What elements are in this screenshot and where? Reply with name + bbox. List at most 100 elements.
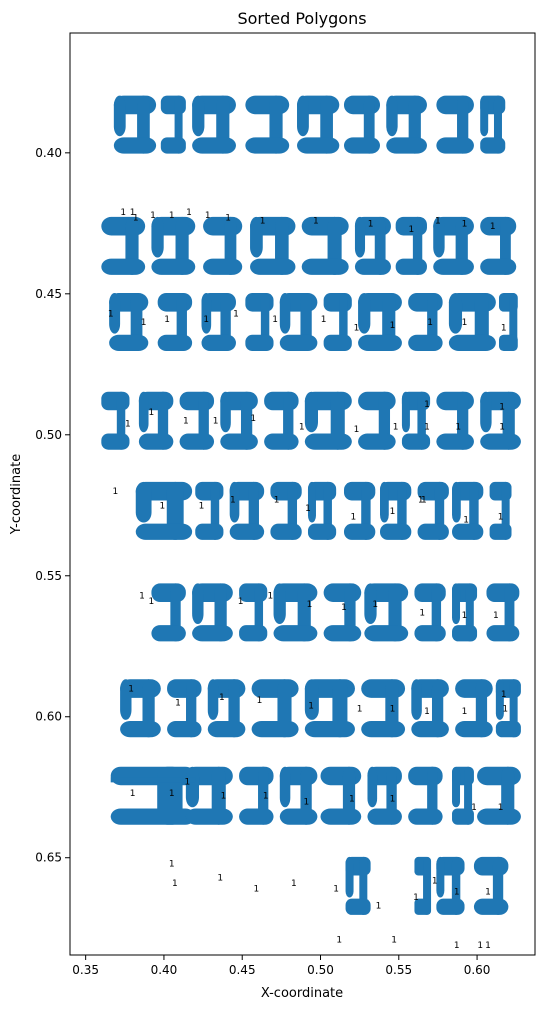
polygon-glyph [109, 293, 149, 352]
polygon-stroke [250, 216, 263, 258]
point-label: 1 [477, 941, 483, 951]
polygon-stroke [358, 293, 371, 334]
polygon-glyph [151, 583, 186, 642]
point-label: 1 [349, 795, 355, 805]
point-label: 1 [113, 487, 119, 497]
polygon-stroke [229, 523, 265, 540]
polygon-glyph [251, 679, 299, 738]
point-label: 1 [393, 422, 399, 432]
polygon-stroke [307, 481, 316, 523]
point-label: 1 [390, 507, 396, 517]
point-label: 1 [424, 707, 430, 717]
polygon-glyph [320, 766, 362, 825]
polygon-glyph [386, 95, 427, 154]
point-label: 1 [418, 496, 424, 506]
point-label: 1 [390, 795, 396, 805]
point-label: 1 [462, 707, 468, 717]
polygon-glyph [192, 583, 233, 642]
polygon-glyph [239, 583, 268, 642]
polygon-stroke [195, 523, 224, 540]
point-label: 1 [455, 422, 461, 432]
point-label: 1 [390, 704, 396, 714]
point-label: 1 [238, 597, 244, 607]
point-label: 1 [172, 879, 178, 889]
point-label: 1 [376, 902, 382, 912]
polygon-glyph [167, 679, 202, 738]
point-label: 1 [219, 693, 225, 703]
point-label: 1 [164, 315, 170, 325]
point-label: 1 [419, 608, 425, 618]
point-label: 1 [498, 803, 504, 813]
polygon-glyph [273, 583, 318, 642]
polygon-stroke [452, 523, 484, 540]
point-label: 1 [471, 803, 477, 813]
polygon-stroke [192, 95, 205, 137]
point-label: 1 [203, 315, 209, 325]
polygon-glyph [201, 293, 236, 352]
polygon-stroke [486, 625, 520, 642]
polygon-stroke [367, 808, 402, 825]
x-tick-label: 0.35 [72, 963, 99, 977]
polygon-stroke [480, 258, 517, 275]
polygon-glyph [452, 583, 478, 642]
point-label: 1 [354, 425, 360, 435]
polygon-stroke [417, 523, 449, 540]
polygon-glyph [323, 293, 352, 352]
polygon-glyph [477, 766, 521, 825]
polygon-stroke [185, 808, 233, 825]
polygon-stroke [135, 481, 152, 523]
polygon-glyph [304, 679, 355, 738]
point-label: 1 [141, 318, 147, 328]
point-label: 1 [291, 879, 297, 889]
polygon-glyph [455, 679, 493, 738]
polygon-stroke [414, 625, 446, 642]
polygon-stroke [367, 766, 378, 808]
point-label: 1 [149, 408, 155, 418]
x-axis-label: X-coordinate [261, 986, 343, 1001]
polygon-glyph [414, 856, 432, 915]
polygon-glyph [486, 583, 520, 642]
point-label: 1 [357, 704, 363, 714]
point-label: 1 [493, 611, 499, 621]
point-label: 1 [372, 600, 378, 610]
point-label: 1 [391, 935, 397, 945]
polygon-stroke [185, 766, 200, 808]
polygon-glyph [135, 481, 193, 540]
polygon-stroke [279, 766, 291, 808]
point-label: 1 [454, 941, 460, 951]
polygon-glyph [297, 95, 340, 154]
point-label: 1 [424, 400, 430, 410]
polygon-glyph [364, 583, 409, 642]
x-tick-label: 0.50 [307, 963, 334, 977]
polygon-stroke [138, 391, 149, 433]
point-label: 1 [130, 208, 136, 218]
point-label: 1 [305, 504, 311, 514]
polygon-stroke [192, 625, 233, 642]
point-label: 1 [199, 501, 205, 511]
polygon-stroke [354, 216, 366, 258]
polygon-glyph [436, 856, 465, 915]
polygon-glyph [250, 216, 296, 275]
polygon-glyph [279, 766, 318, 825]
polygon-stroke [436, 898, 465, 915]
polygon-stroke [408, 334, 443, 352]
point-label: 1 [354, 324, 360, 334]
polygon-stroke [113, 95, 126, 137]
polygon-stroke [452, 808, 474, 825]
point-label: 1 [169, 211, 175, 221]
polygon-stroke [358, 334, 402, 352]
y-tick-label: 0.45 [35, 287, 62, 301]
polygon-glyph [220, 391, 258, 450]
polygon-stroke [192, 583, 204, 625]
point-label: 1 [424, 422, 430, 432]
polygon-glyph [101, 216, 146, 275]
polygon-stroke [436, 433, 474, 450]
polygon-stroke [264, 433, 299, 450]
point-label: 1 [250, 414, 256, 424]
polygon-stroke [401, 433, 431, 450]
polygon-stroke [151, 258, 196, 275]
polygon-glyph [323, 583, 362, 642]
polygon-stroke [109, 334, 149, 352]
point-label: 1 [421, 496, 427, 506]
